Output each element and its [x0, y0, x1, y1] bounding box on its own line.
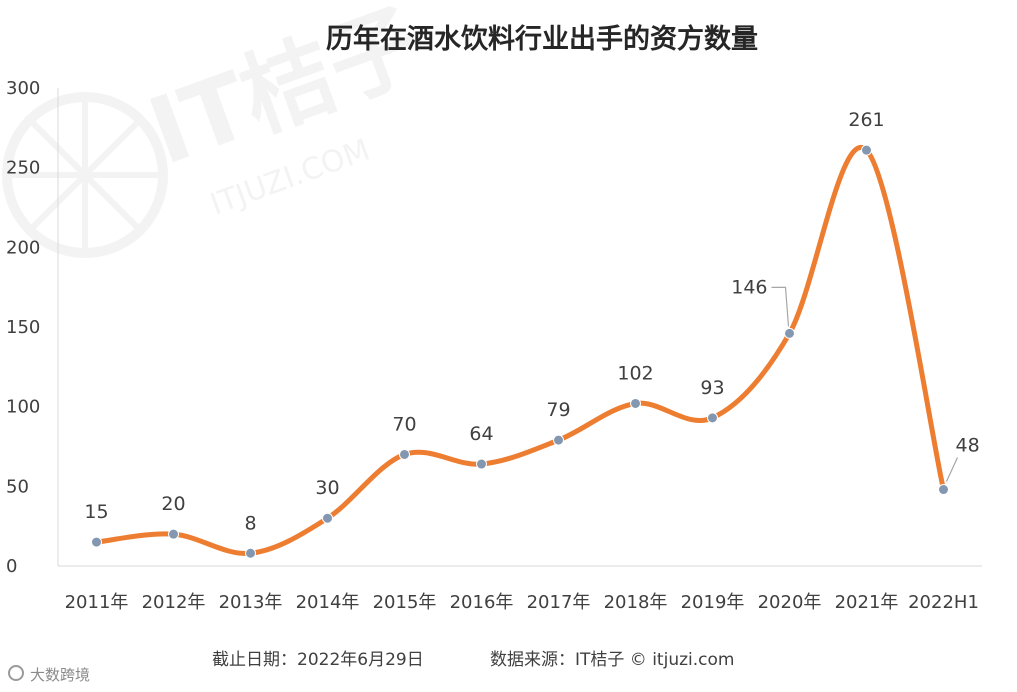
- data-label: 79: [546, 399, 570, 421]
- data-point-marker: [630, 397, 641, 409]
- data-label: 64: [469, 423, 493, 445]
- y-tick-label: 50: [6, 476, 29, 497]
- leader-line: [945, 457, 959, 482]
- data-point-marker: [322, 512, 333, 524]
- data-point-marker: [553, 434, 564, 446]
- chart-title: 历年在酒水饮料行业出手的资方数量: [326, 23, 758, 55]
- data-label: 93: [700, 377, 724, 399]
- x-tick-label: 2022H1: [908, 592, 979, 613]
- x-tick-label: 2020年: [758, 592, 822, 613]
- leader-line: [771, 286, 790, 327]
- x-tick-label: 2019年: [681, 592, 745, 613]
- y-tick-label: 250: [6, 158, 40, 179]
- corner-logo-icon: [8, 665, 24, 681]
- corner-watermark: 大数跨境: [8, 665, 90, 684]
- data-point-marker: [399, 448, 410, 460]
- data-point-marker: [861, 144, 872, 156]
- data-point-marker: [476, 458, 487, 470]
- data-point-marker: [91, 536, 102, 548]
- data-point-marker: [168, 528, 179, 540]
- corner-watermark-text: 大数跨境: [30, 666, 90, 684]
- x-tick-label: 2012年: [142, 592, 206, 613]
- y-tick-label: 150: [6, 317, 40, 338]
- data-point-marker: [245, 547, 256, 559]
- data-label: 15: [84, 501, 108, 523]
- x-tick-label: 2013年: [219, 592, 283, 613]
- y-tick-label: 300: [6, 78, 40, 99]
- data-label: 146: [731, 276, 767, 298]
- data-label: 20: [161, 493, 185, 515]
- x-tick-label: 2011年: [65, 592, 129, 613]
- x-tick-label: 2015年: [373, 592, 437, 613]
- y-tick-label: 0: [6, 556, 17, 577]
- footer-source: 数据来源：IT桔子 © itjuzi.com: [490, 650, 734, 670]
- data-label: 261: [848, 109, 884, 131]
- y-tick-label: 200: [6, 237, 40, 258]
- data-point-marker: [938, 484, 949, 496]
- y-tick-label: 100: [6, 397, 40, 418]
- x-tick-label: 2018年: [604, 592, 668, 613]
- x-tick-label: 2017年: [527, 592, 591, 613]
- data-label: 30: [315, 477, 339, 499]
- footer-cutoff-date: 截止日期：2022年6月29日: [212, 650, 424, 670]
- data-label: 102: [617, 362, 653, 384]
- data-point-marker: [784, 327, 795, 339]
- x-tick-label: 2021年: [835, 592, 899, 613]
- data-label: 70: [392, 413, 416, 435]
- x-tick-label: 2014年: [296, 592, 360, 613]
- data-label: 8: [244, 512, 256, 534]
- data-point-marker: [707, 412, 718, 424]
- data-label: 48: [956, 435, 980, 457]
- x-tick-label: 2016年: [450, 592, 514, 613]
